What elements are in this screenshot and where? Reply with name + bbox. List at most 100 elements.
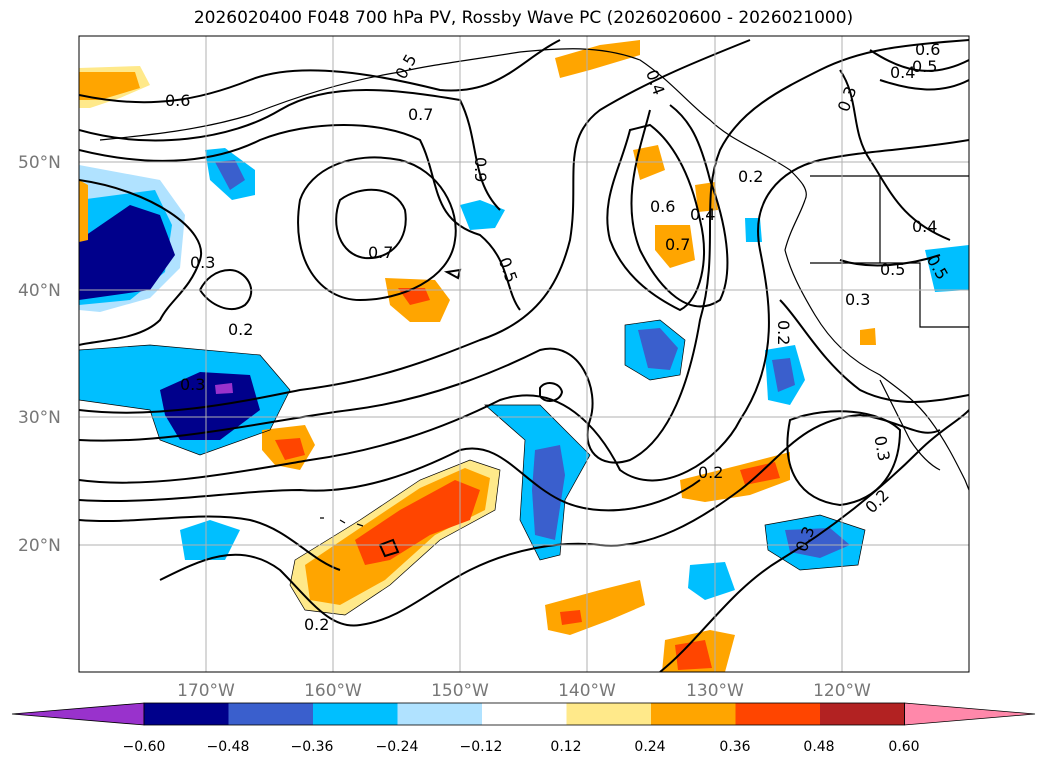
colorbar-tick-label: 0.48 — [803, 739, 834, 755]
contour-line — [786, 410, 902, 507]
colorbar — [11, 702, 1036, 726]
contour-line — [79, 39, 969, 464]
contour-line — [159, 413, 941, 627]
contour-label: 0.2 — [861, 486, 892, 517]
colorbar-tick-label: −0.12 — [460, 739, 503, 755]
colorbar-tick-label: 0.24 — [634, 739, 665, 755]
neg-anomaly-south-b — [688, 562, 735, 600]
contour-line — [198, 268, 253, 310]
colorbar-tick-label: −0.60 — [123, 739, 166, 755]
contour-label: 0.4 — [642, 67, 669, 97]
colorbar-frame — [143, 702, 905, 726]
contour-label: 0.7 — [665, 235, 690, 254]
contour-line — [378, 538, 400, 558]
pv-contour-layer — [79, 39, 969, 672]
colorbar-segment — [735, 703, 821, 725]
pos-anomaly-gulf-c — [655, 225, 695, 268]
lon-label: 170°W — [177, 681, 235, 701]
neg-anomaly-south-a — [180, 520, 240, 560]
contour-label: 0.7 — [368, 243, 393, 262]
contour-label: 0.5 — [391, 51, 420, 83]
neg-anomaly-coast-core — [772, 358, 795, 392]
colorbar-segment — [566, 703, 652, 725]
latitude-labels: 50°N 40°N 30°N 20°N — [18, 153, 61, 556]
contour-label: 0.6 — [165, 91, 190, 110]
contour-line — [79, 515, 341, 571]
lon-label: 140°W — [558, 681, 616, 701]
coastline-layer — [99, 48, 969, 527]
colorbar-tick-label: −0.24 — [376, 739, 419, 755]
contour-label: 0.7 — [408, 105, 433, 124]
colorbar-tick-label: −0.36 — [291, 739, 334, 755]
anomaly-outline — [289, 459, 501, 616]
contour-line — [79, 39, 751, 414]
contour-label: 0.6 — [915, 40, 940, 59]
pos-anomaly-gulf-b — [695, 182, 718, 212]
lon-label: 150°W — [431, 681, 489, 701]
colorbar-ticks: −0.60 −0.48 −0.36 −0.24 −0.12 0.12 0.24 … — [123, 739, 920, 755]
anomaly-outline — [484, 404, 591, 561]
contour-label: 0.3 — [870, 434, 893, 462]
contour-label: 0.6 — [650, 197, 675, 216]
contour-label: 0.2 — [304, 615, 329, 634]
colorbar-segment — [228, 703, 314, 725]
state-border — [810, 262, 969, 328]
contour-label: 0.9 — [471, 157, 490, 182]
contour-label: 0.3 — [190, 253, 215, 272]
contour-line — [869, 49, 969, 72]
pos-anomaly-south-core — [675, 640, 712, 670]
contour-label: 0.2 — [738, 167, 763, 186]
coastline-alaska — [99, 48, 807, 201]
contour-line — [79, 447, 701, 512]
colorbar-segment — [397, 703, 483, 725]
neg-anomaly-subtropic-peak — [215, 383, 233, 394]
contour-label: 0.2 — [228, 320, 253, 339]
neg-anomaly-central-core — [638, 328, 678, 370]
contour-line — [606, 123, 705, 312]
neg-anomaly-north-core — [215, 160, 245, 190]
hawaii-islands — [320, 517, 364, 527]
contour-label: 0.3 — [834, 84, 861, 114]
colorbar-extend-min — [11, 702, 145, 726]
contour-line — [443, 268, 462, 280]
contour-label: 0.2 — [774, 320, 793, 345]
contour-line — [879, 79, 969, 91]
contour-line — [630, 104, 729, 308]
pos-anomaly-north-coast — [555, 40, 640, 78]
lat-label: 30°N — [18, 408, 61, 428]
contour-line — [79, 179, 203, 346]
colorbar-tick-label: −0.48 — [207, 739, 250, 755]
colorbar-segment — [482, 703, 567, 725]
pos-anomaly-sw — [545, 580, 645, 635]
lat-label: 50°N — [18, 153, 61, 173]
colorbar-segment — [144, 703, 229, 725]
contour-line — [539, 382, 564, 402]
contour-line — [79, 39, 561, 104]
contour-label: 0.2 — [698, 463, 723, 482]
contour-label: 0.4 — [890, 63, 915, 82]
pos-anomaly-band-core — [355, 480, 480, 565]
pos-anomaly-nw-core — [79, 72, 140, 100]
map-frame — [78, 35, 970, 673]
gridline-layer — [79, 36, 969, 672]
contour-line — [839, 69, 951, 241]
lon-label: 160°W — [304, 681, 362, 701]
anomaly-outline — [764, 514, 866, 571]
contour-line — [779, 299, 969, 403]
contour-label: 0.5 — [495, 255, 522, 285]
longitude-labels: 170°W 160°W 150°W 140°W 130°W 120°W — [177, 681, 871, 701]
anomaly-outline — [624, 319, 686, 381]
contour-label: 0.3 — [845, 290, 870, 309]
pv-fill-layer — [79, 40, 969, 672]
contour-label: 0.3 — [180, 375, 205, 394]
colorbar-segment — [651, 703, 736, 725]
pos-anomaly-small — [860, 328, 876, 345]
neg-anomaly-west-core — [79, 205, 175, 300]
contour-label: 0.4 — [690, 205, 715, 224]
neg-anomaly-south-c-core — [785, 528, 850, 558]
lon-label: 120°W — [813, 681, 871, 701]
contour-label: 0.4 — [912, 217, 937, 236]
colorbar-segment — [313, 703, 398, 725]
colorbar-extend-max — [904, 702, 1036, 726]
contour-line — [79, 139, 969, 484]
